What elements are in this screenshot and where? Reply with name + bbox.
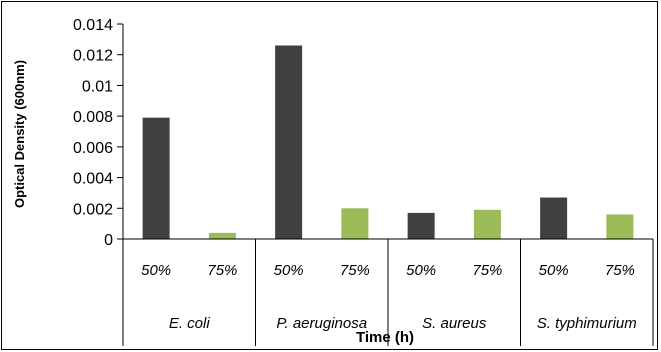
x-category-label: 50%	[141, 262, 171, 279]
axes	[122, 24, 654, 346]
y-axis-ticks: 0 0.002 0.004 0.006 0.008 0.01 0.012 0.014	[73, 17, 123, 249]
x-axis-labels: 50% 75% 50% 75% 50% 75% 50% 75% E. coli P. aerugi…	[141, 262, 637, 332]
bar	[208, 232, 236, 239]
bar	[275, 45, 303, 239]
y-tick-label: 0.01	[82, 78, 113, 95]
bar	[341, 208, 369, 239]
bar	[540, 197, 568, 239]
bars	[142, 45, 634, 239]
y-axis-title: Optical Density (600nm)	[12, 60, 27, 208]
y-tick-label: 0.002	[73, 201, 113, 218]
y-tick-label: 0.008	[73, 109, 113, 126]
x-category-label: 50%	[406, 262, 436, 279]
x-category-label: 50%	[539, 262, 569, 279]
y-tick-label: 0	[104, 232, 113, 249]
y-tick-label: 0.014	[73, 17, 113, 34]
y-tick-label: 0.006	[73, 140, 113, 157]
x-category-label: 75%	[207, 262, 237, 279]
x-category-label: 50%	[274, 262, 304, 279]
bar	[142, 117, 170, 239]
y-tick-label: 0.004	[73, 171, 113, 188]
x-group-label: P. aeruginosa	[276, 315, 367, 332]
x-group-label: S. aureus	[422, 315, 487, 332]
x-category-label: 75%	[340, 262, 370, 279]
x-group-label: E. coli	[169, 315, 211, 332]
x-axis-title: Time (h)	[356, 329, 414, 346]
x-category-label: 75%	[605, 262, 635, 279]
bar	[407, 212, 435, 239]
bar	[606, 214, 634, 239]
y-tick-label: 0.012	[73, 48, 113, 65]
x-category-label: 75%	[472, 262, 502, 279]
x-group-label: S. typhimurium	[537, 315, 637, 332]
bar	[473, 209, 501, 239]
